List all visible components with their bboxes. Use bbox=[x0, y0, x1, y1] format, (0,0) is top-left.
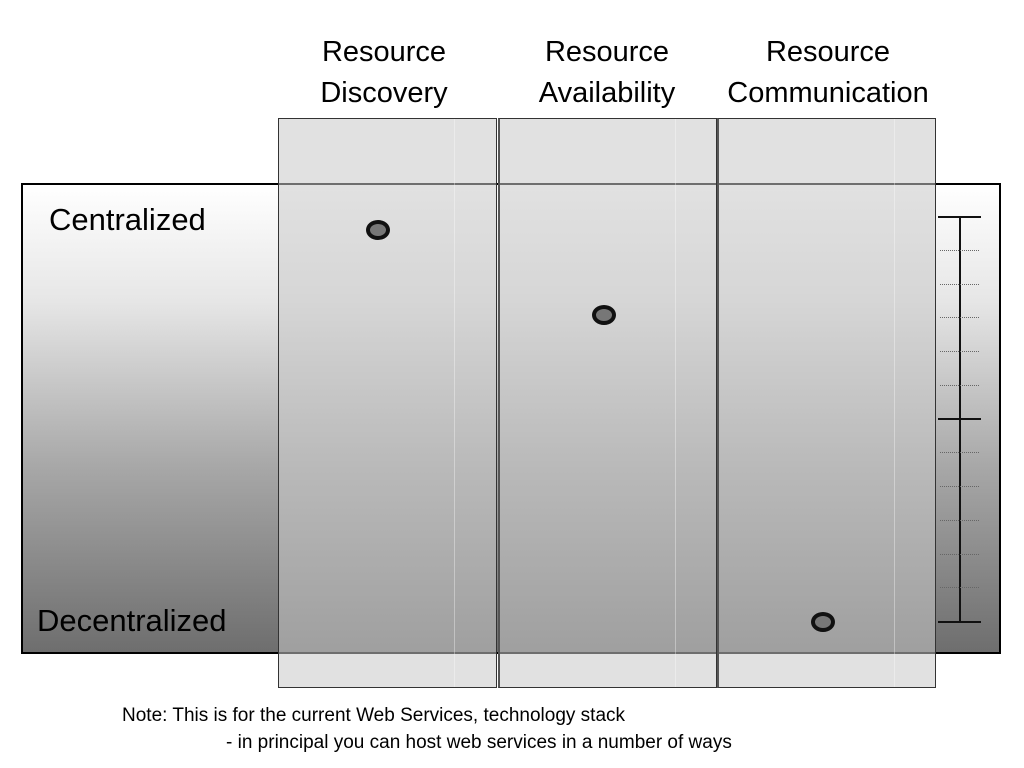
header-line2: Discovery bbox=[320, 77, 448, 109]
marker-resource-discovery bbox=[366, 220, 390, 241]
column-resource-communication bbox=[717, 118, 936, 688]
scale-tick-minor bbox=[940, 317, 979, 318]
note-line-1: Note: This is for the current Web Servic… bbox=[122, 705, 626, 726]
scale-tick-minor bbox=[940, 587, 979, 588]
scale-tick-minor bbox=[940, 284, 979, 285]
scale-tick-minor bbox=[940, 351, 979, 352]
label-centralized: Centralized bbox=[49, 202, 206, 237]
scale-tick-minor bbox=[940, 452, 979, 453]
note-line-2: - in principal you can host web services… bbox=[226, 732, 732, 753]
header-line1: Resource bbox=[544, 36, 670, 68]
scale-bar bbox=[938, 216, 982, 624]
scale-tick-minor bbox=[940, 250, 979, 251]
label-decentralized: Decentralized bbox=[37, 603, 227, 638]
column-divider bbox=[675, 119, 676, 687]
scale-tick-bottom bbox=[938, 621, 981, 623]
column-resource-discovery bbox=[278, 118, 497, 688]
scale-tick-minor bbox=[940, 486, 979, 487]
header-line1: Resource bbox=[765, 36, 891, 68]
header-resource-communication: Resource Communication bbox=[718, 32, 938, 114]
marker-resource-availability bbox=[592, 304, 616, 325]
marker-resource-communication bbox=[811, 612, 835, 632]
header-line2: Communication bbox=[727, 77, 929, 109]
scale-tick-minor bbox=[940, 554, 979, 555]
header-line1: Resource bbox=[321, 36, 447, 68]
column-resource-availability bbox=[498, 118, 717, 688]
column-divider bbox=[454, 119, 455, 687]
header-resource-discovery: Resource Discovery bbox=[274, 32, 494, 114]
scale-tick-minor bbox=[940, 520, 979, 521]
scale-tick-middle bbox=[938, 418, 981, 420]
scale-tick-top bbox=[938, 216, 981, 218]
header-line2: Availability bbox=[538, 77, 676, 109]
header-resource-availability: Resource Availability bbox=[497, 32, 717, 114]
scale-tick-minor bbox=[940, 385, 979, 386]
column-divider bbox=[894, 119, 895, 687]
